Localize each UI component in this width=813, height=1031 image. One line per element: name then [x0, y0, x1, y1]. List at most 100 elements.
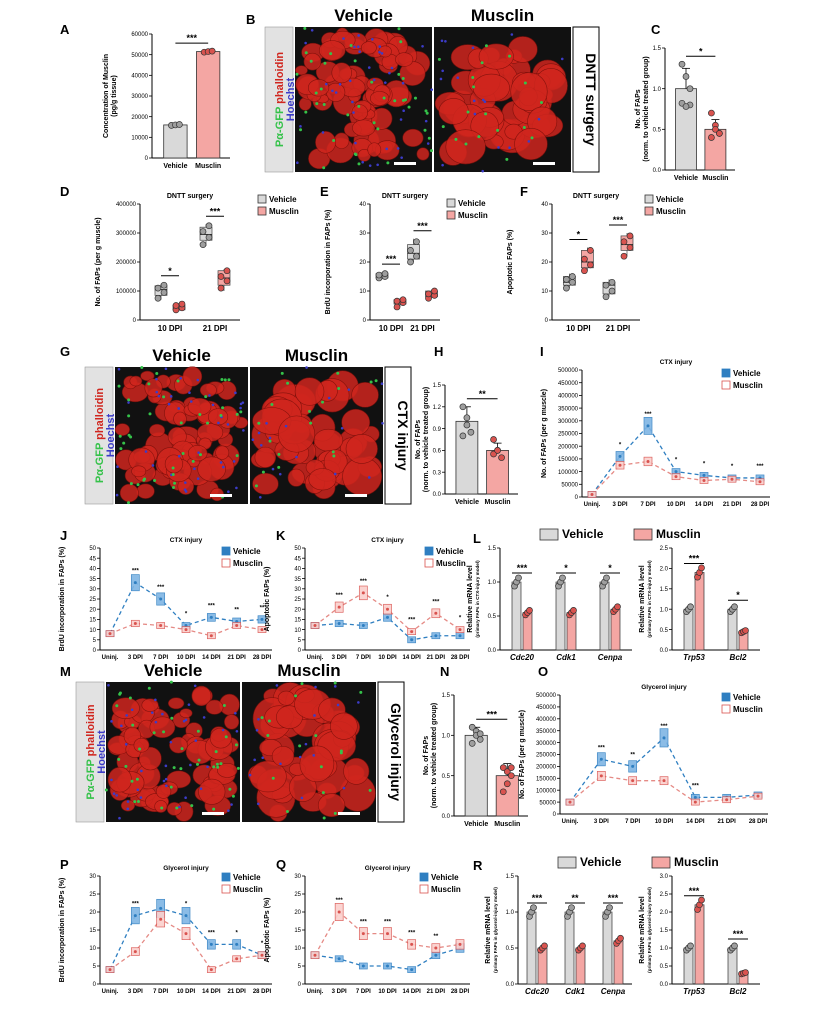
fap-cell: [359, 690, 363, 694]
nucleus: [324, 82, 328, 86]
y-tick-label: 150000: [558, 457, 579, 463]
y-tick-label: 1.5: [506, 874, 515, 880]
y-tick-label: 0.5: [660, 964, 669, 970]
y-tick-label: 20: [89, 910, 96, 916]
fap-cell: [219, 414, 223, 418]
nucleus: [256, 802, 260, 806]
y-tick-label: 100000: [558, 470, 579, 476]
fap-cell: [171, 466, 175, 470]
data-point: [223, 267, 231, 275]
data-point: [678, 60, 686, 68]
injury-label-box: [377, 681, 405, 823]
nucleus: [372, 78, 376, 82]
fap-cell: [349, 43, 353, 47]
nucleus: [441, 69, 444, 73]
data-point: [617, 934, 624, 942]
y-axis-sublabel: (norm. to vehicle treated group): [431, 703, 438, 808]
nucleus: [388, 71, 391, 75]
muscle-fibre: [224, 714, 240, 730]
nucleus: [165, 784, 168, 788]
muscle-fibre: [254, 446, 277, 468]
significance-stars: ***: [386, 254, 397, 264]
x-tick-label: 10 DPI: [566, 324, 590, 333]
bar-vehicle: [683, 947, 694, 985]
nucleus: [385, 147, 388, 151]
significance-stars: ***: [132, 902, 140, 908]
legend-label: Vehicle: [233, 873, 261, 882]
bar-vehicle: [511, 581, 522, 651]
fap-cell: [295, 72, 299, 76]
nucleus: [196, 477, 200, 480]
fap-cell: [198, 453, 202, 457]
data-point: [563, 276, 570, 283]
nucleus: [130, 708, 134, 712]
nucleus: [188, 391, 191, 395]
fap-cell: [152, 731, 156, 735]
nucleus: [336, 703, 340, 707]
nucleus: [300, 796, 304, 800]
bar-vehicle: [455, 420, 479, 495]
series-point: [133, 950, 137, 954]
nucleus: [197, 451, 200, 454]
series-point: [235, 957, 239, 961]
fap-cell: [133, 800, 137, 804]
nucleus: [169, 740, 173, 744]
fap-cell: [234, 743, 238, 747]
fap-cell: [372, 121, 376, 125]
significance-stars: ***: [689, 553, 700, 563]
significance-stars: ***: [132, 569, 140, 575]
y-axis-sublabel: (primary FAPs in CTX-injury model): [475, 560, 480, 638]
nucleus: [259, 444, 263, 447]
y-tick-label: 350000: [536, 729, 557, 735]
series-point: [361, 624, 365, 628]
y-tick-label: 200000: [558, 444, 579, 450]
bar-musclin: [522, 612, 533, 651]
nucleus: [189, 400, 193, 403]
fap-cell: [261, 470, 265, 474]
fap-cell: [322, 103, 326, 107]
legend-label: Musclin: [233, 559, 263, 568]
nucleus: [230, 803, 233, 806]
bar-vehicle: [602, 911, 613, 985]
fap-cell: [322, 816, 326, 820]
legend-swatch: [644, 206, 654, 216]
data-point: [530, 904, 537, 912]
muscle-fibre: [317, 793, 346, 818]
series-point: [209, 634, 213, 638]
significance-stars: ***: [360, 579, 368, 585]
data-point: [541, 942, 548, 950]
nucleus: [510, 33, 514, 36]
y-tick-label: 0.5: [488, 614, 497, 620]
legend-label: Musclin: [733, 381, 763, 390]
significance-stars: ***: [157, 585, 165, 591]
fap-cell: [484, 44, 488, 48]
data-point: [608, 278, 616, 286]
fap-cell: [480, 61, 484, 65]
series-point: [337, 910, 341, 914]
data-point: [413, 252, 420, 260]
series-point: [434, 611, 438, 615]
fap-cell: [190, 804, 194, 808]
data-point: [587, 261, 594, 269]
chart-title: DNTT surgery: [382, 193, 428, 200]
fap-cell: [294, 694, 298, 698]
data-point: [393, 297, 401, 305]
series-point: [159, 597, 163, 601]
series-point: [260, 617, 264, 621]
condition-title: Vehicle: [152, 346, 211, 365]
legend-label: Musclin: [733, 705, 763, 714]
y-tick-label: 0: [133, 318, 137, 324]
series-point: [618, 454, 622, 458]
nucleus: [155, 390, 158, 394]
muscle-fibre: [144, 378, 163, 398]
nucleus: [401, 81, 405, 85]
nucleus: [314, 685, 317, 689]
injury-label: Glycerol injury: [388, 703, 404, 801]
series-point: [590, 492, 594, 496]
data-point: [217, 273, 225, 280]
nucleus: [110, 778, 113, 782]
y-tick-label: 5: [298, 638, 302, 644]
y-tick-label: 20000: [131, 115, 148, 121]
bar-vehicle: [526, 911, 537, 985]
legend-label: Vehicle: [233, 547, 261, 556]
